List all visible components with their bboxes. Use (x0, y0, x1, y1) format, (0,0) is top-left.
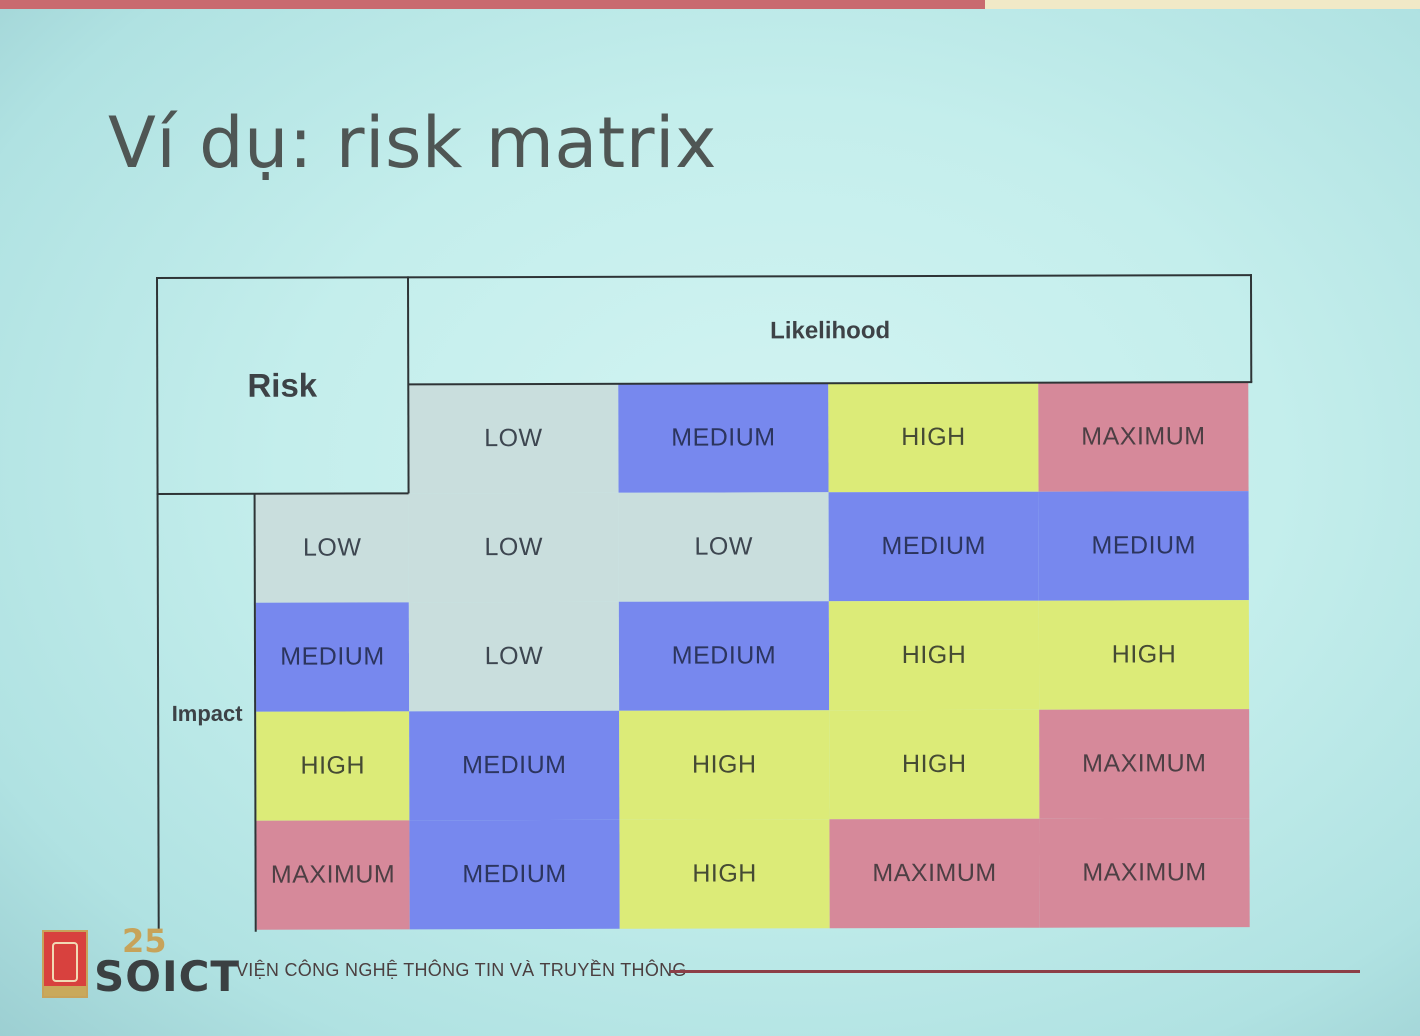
likelihood-level-high: HIGH (828, 382, 1039, 493)
top-accent-strip (0, 0, 985, 9)
matrix-cell: LOW (408, 601, 620, 712)
institute-name: VIỆN CÔNG NGHỆ THÔNG TIN VÀ TRUYỀN THÔNG (236, 960, 687, 980)
footer-rule (670, 970, 1360, 973)
matrix-cell: HIGH (619, 819, 830, 929)
table-border-right (1249, 274, 1253, 383)
risk-corner-label: Risk (247, 366, 318, 404)
matrix-cell: LOW (408, 492, 619, 603)
logo-anniversary-number: 25 (122, 922, 167, 960)
matrix-cell: MEDIUM (409, 819, 620, 930)
matrix-cell: HIGH (829, 709, 1040, 820)
matrix-cell: MEDIUM (828, 491, 1039, 602)
matrix-cell: MEDIUM (409, 710, 620, 821)
table-border-top (156, 274, 1253, 279)
impact-level-high: HIGH (256, 711, 410, 821)
impact-level-medium: MEDIUM (255, 602, 410, 712)
likelihood-header: Likelihood (770, 317, 891, 345)
likelihood-level-low: LOW (408, 383, 619, 494)
matrix-cell: LOW (618, 492, 829, 602)
matrix-cell: HIGH (1038, 600, 1250, 710)
matrix-cell: MEDIUM (618, 601, 830, 711)
likelihood-level-medium: MEDIUM (618, 383, 829, 493)
logo-wordmark: SOICT (94, 952, 241, 1001)
impact-level-maximum: MAXIMUM (256, 820, 410, 930)
matrix-cell: HIGH (828, 600, 1040, 711)
risk-matrix-table: Risk Likelihood Impact LOW MEDIUM HIGH MAXI… (156, 274, 1254, 932)
top-accent-strip-light (985, 0, 1420, 9)
matrix-cell: HIGH (619, 710, 830, 820)
matrix-cell: MAXIMUM (1039, 709, 1250, 819)
matrix-cell: MAXIMUM (1039, 818, 1250, 928)
matrix-cell: MAXIMUM (829, 818, 1040, 929)
impact-header: Impact (171, 700, 243, 726)
footer: 25 SOICT VIỆN CÔNG NGHỆ THÔNG TIN VÀ TRU… (38, 922, 1378, 1002)
institute-logo-icon (42, 930, 88, 998)
slide-title: Ví dụ: risk matrix (108, 102, 717, 184)
matrix-cell: MEDIUM (1038, 491, 1249, 601)
likelihood-level-maximum: MAXIMUM (1038, 382, 1249, 492)
impact-level-low: LOW (255, 493, 409, 603)
